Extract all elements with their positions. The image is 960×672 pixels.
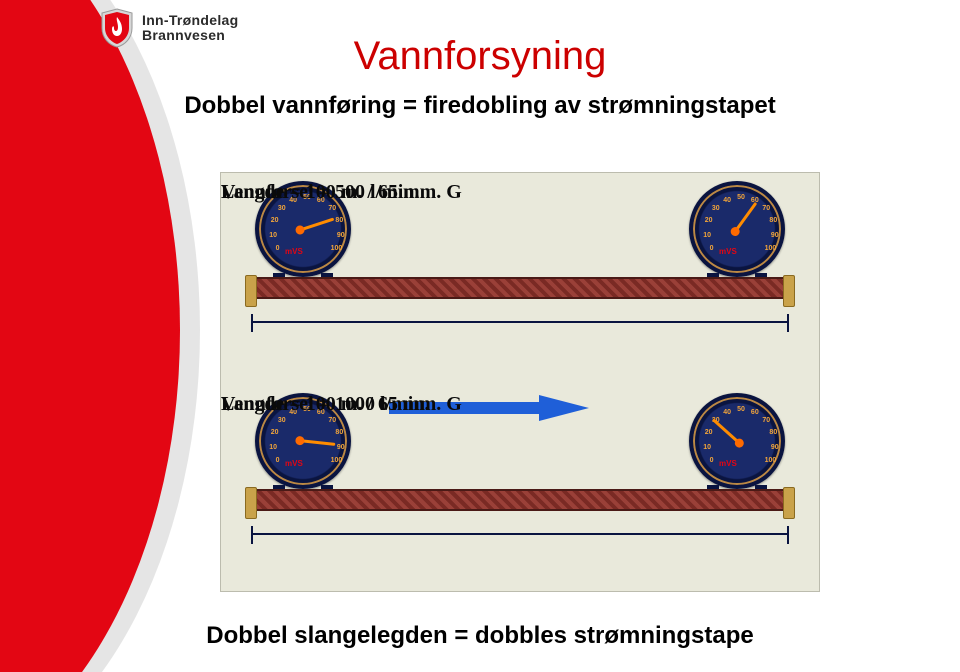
gauge-tick-label: 80 xyxy=(765,429,781,436)
gauge-tick-label: 60 xyxy=(747,409,763,416)
gauge-tick-label: 90 xyxy=(333,232,349,239)
gauge-unit-label: mVS xyxy=(719,459,737,468)
gauge-tick-label: 30 xyxy=(274,417,290,424)
page-title: Vannforsyning xyxy=(0,34,960,79)
gauge-tick-label: 90 xyxy=(767,232,783,239)
gauge-tick-label: 80 xyxy=(331,429,347,436)
gauge-tick-label: 70 xyxy=(758,205,774,212)
gauge-tick-label: 100 xyxy=(762,245,778,252)
diagram-row-1: 0102030405060708090100mVS 01020304050607… xyxy=(221,181,819,361)
gauge-tick-label: 100 xyxy=(328,245,344,252)
pipe-1 xyxy=(251,277,789,299)
length-bar-1 xyxy=(251,321,789,323)
logo-line1: Inn-Trøndelag xyxy=(142,13,238,28)
gauge-unit-label: mVS xyxy=(285,459,303,468)
gauge-tick-label: 20 xyxy=(267,429,283,436)
gauge-tick-label: 10 xyxy=(265,444,281,451)
gauge-tick-label: 90 xyxy=(767,444,783,451)
gauge-tick-label: 70 xyxy=(758,417,774,424)
gauge-tick-label: 80 xyxy=(765,217,781,224)
gauge-tick-label: 20 xyxy=(701,429,717,436)
page-footer: Dobbel slangelegden = dobbles strømnings… xyxy=(0,622,960,650)
gauge-tick-label: 0 xyxy=(704,245,720,252)
length-bar-2 xyxy=(251,533,789,535)
gauge-tick-label: 100 xyxy=(762,457,778,464)
gauge-tick-label: 0 xyxy=(270,457,286,464)
gauge-tick-label: 10 xyxy=(265,232,281,239)
gauge-tick-label: 10 xyxy=(699,232,715,239)
gauge-tick-label: 20 xyxy=(701,217,717,224)
gauge-tick-label: 90 xyxy=(333,444,349,451)
gauge-tick-label: 10 xyxy=(699,444,715,451)
length-label-1: Lengde = 100 m. / 65 mm. G xyxy=(221,181,462,204)
gauge-tick-label: 20 xyxy=(267,217,283,224)
length-label-2: Lengde = 100 m. / 65 mm. G xyxy=(221,393,462,416)
gauge-tick-label: 0 xyxy=(270,245,286,252)
gauge-top-right: 0102030405060708090100mVS xyxy=(689,181,785,277)
diagram-panel: 0102030405060708090100mVS 01020304050607… xyxy=(220,172,820,592)
gauge-unit-label: mVS xyxy=(285,247,303,256)
gauge-tick-label: 70 xyxy=(324,205,340,212)
gauge-tick-label: 30 xyxy=(274,205,290,212)
page-subtitle: Dobbel vannføring = firedobling av strøm… xyxy=(0,92,960,120)
gauge-unit-label: mVS xyxy=(719,247,737,256)
gauge-tick-label: 70 xyxy=(324,417,340,424)
gauge-tick-label: 30 xyxy=(708,205,724,212)
gauge-tick-label: 0 xyxy=(704,457,720,464)
gauge-tick-label: 100 xyxy=(328,457,344,464)
diagram-row-2: 0102030405060708090100mVS 01020304050607… xyxy=(221,393,819,583)
gauge-bottom-right: 0102030405060708090100mVS xyxy=(689,393,785,489)
pipe-2 xyxy=(251,489,789,511)
